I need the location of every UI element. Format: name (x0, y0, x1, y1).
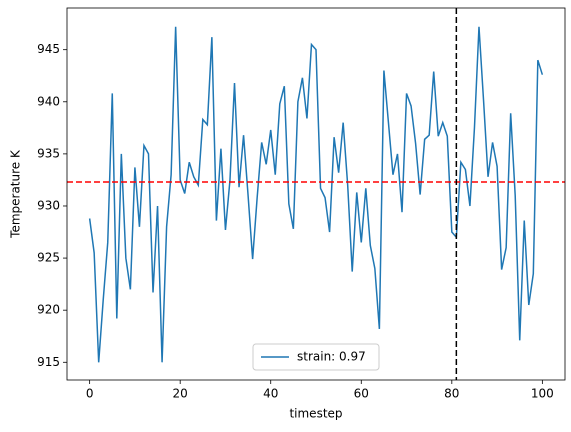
y-tick-label: 920 (37, 303, 60, 317)
x-tick-label: 100 (531, 387, 554, 401)
data-line (88, 26, 544, 363)
y-tick-label: 945 (37, 42, 60, 56)
axes-frame (66, 7, 566, 381)
y-tick-label: 935 (37, 146, 60, 160)
y-tick-label: 925 (37, 251, 60, 265)
y-tick-label: 940 (37, 94, 60, 108)
y-tick-label: 930 (37, 198, 60, 212)
x-axis-label: timestep (289, 407, 342, 421)
x-tick-label: 0 (86, 387, 94, 401)
x-tick-label: 80 (444, 387, 459, 401)
legend-box (252, 343, 380, 371)
legend-label: strain: 0.97 (297, 350, 366, 364)
y-tick-label: 915 (37, 355, 60, 369)
y-axis-label: Temperature K (9, 149, 23, 239)
x-tick-label: 40 (263, 387, 278, 401)
x-tick-label: 20 (173, 387, 188, 401)
x-tick-label: 60 (354, 387, 369, 401)
